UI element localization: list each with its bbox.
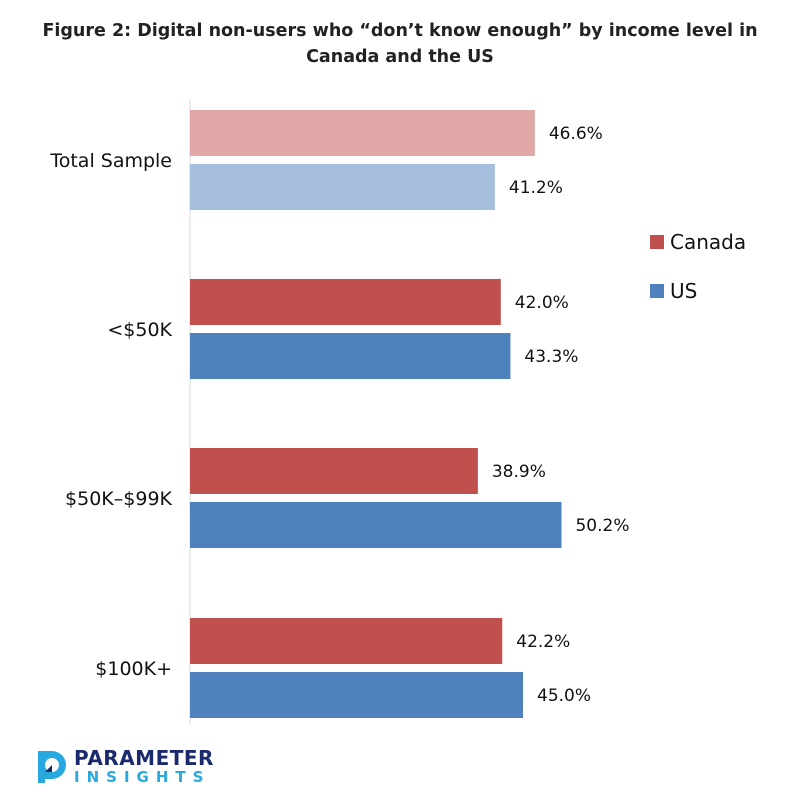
bar-chart: Total Sample 46.6% 41.2% <$50K 42.0% 43.3% $50… (49, 100, 746, 725)
parameter-insights-logo: PARAMETER INSIGHTS (30, 742, 214, 792)
data-label: 45.0% (537, 686, 591, 706)
legend-label-canada: Canada (670, 230, 746, 254)
bar-canada (190, 448, 478, 494)
bar-canada (190, 279, 501, 325)
data-label: 43.3% (524, 347, 578, 367)
data-label: 42.0% (515, 293, 569, 313)
bar-us (190, 502, 562, 548)
logo-text-secondary: INSIGHTS (74, 768, 211, 786)
category-label: $100K+ (95, 658, 172, 680)
bar-us (190, 333, 511, 379)
data-label: 46.6% (549, 124, 603, 144)
legend-label-us: US (670, 279, 697, 303)
bar-us (190, 672, 523, 718)
logo-text-primary: PARAMETER (74, 746, 214, 770)
logo-mark-icon (38, 751, 66, 783)
legend-swatch-canada (650, 235, 664, 249)
category-label: $50K–$99K (65, 488, 172, 510)
category-label: Total Sample (49, 150, 172, 172)
chart-title: Figure 2: Digital non-users who “don’t k… (42, 21, 758, 67)
data-label: 41.2% (509, 178, 563, 198)
data-label: 38.9% (492, 462, 546, 482)
category-label: <$50K (107, 319, 172, 341)
bar-us (190, 164, 495, 210)
data-label: 42.2% (516, 632, 570, 652)
legend-swatch-us (650, 284, 664, 298)
data-label: 50.2% (575, 516, 629, 536)
bar-canada (190, 110, 535, 156)
bar-canada (190, 618, 503, 664)
